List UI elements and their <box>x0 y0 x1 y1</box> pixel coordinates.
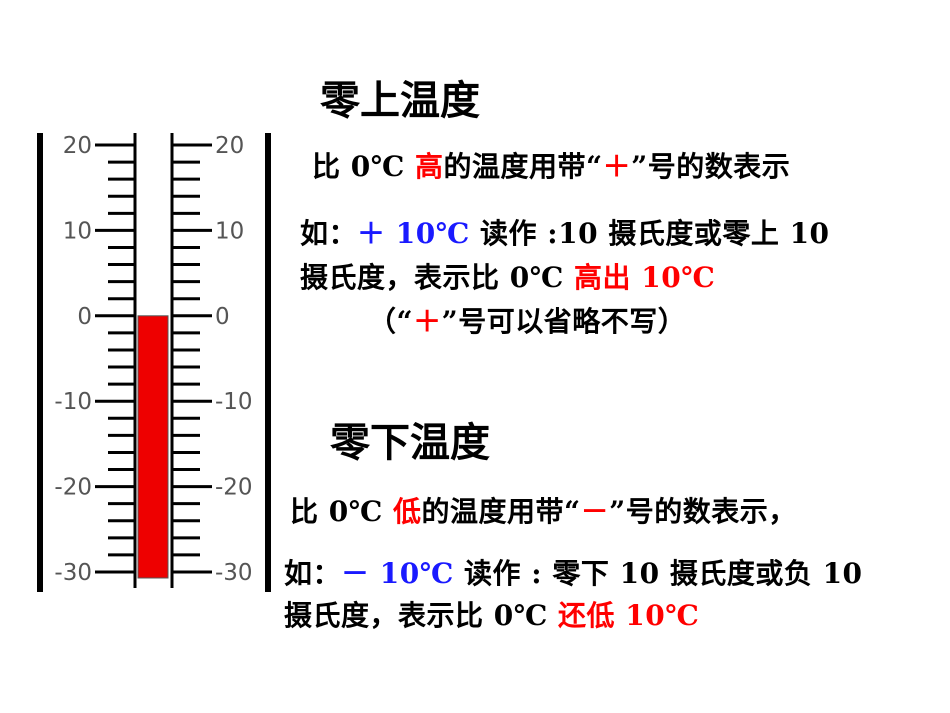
example-reading: 摄氏度，表示比 0℃ <box>300 261 575 294</box>
scale-label-left: 20 <box>63 133 92 159</box>
example-reading: 读作 :10 摄氏度或零上 10 <box>469 217 830 250</box>
example-value: － 10℃ <box>341 557 454 590</box>
rule-text: 的温度用带“ <box>443 150 603 183</box>
thermometer-liquid <box>137 315 169 579</box>
scale-label-left: 0 <box>77 304 92 330</box>
scale-label-right: 20 <box>215 133 244 159</box>
below-zero-example-line-1: 如：－ 10℃ 读作 : 零下 10 摄氏度或负 10 <box>284 552 863 592</box>
rule-text: ”号的数表示 <box>631 150 791 183</box>
note-text: （“ <box>368 305 414 338</box>
scale-label-left: -10 <box>54 389 92 415</box>
example-prefix: 如： <box>284 557 342 590</box>
scale-label-right: -10 <box>215 389 253 415</box>
thermometer: 20 20 10 10 0 0 -10 -10 -20 -20 -30 -30 <box>0 0 290 713</box>
example-highlight: 还低 10℃ <box>558 599 700 632</box>
scale-label-left: 10 <box>63 218 92 244</box>
plus-sign: ＋ <box>602 150 632 183</box>
below-zero-rule: 比 0℃ 低的温度用带“－”号的数表示， <box>290 490 797 530</box>
minus-sign: － <box>580 495 610 528</box>
scale-label-right: -20 <box>215 475 253 501</box>
example-reading: 摄氏度，表示比 0℃ <box>284 599 559 632</box>
plus-sign: ＋ <box>413 305 442 338</box>
example-reading: 读作 : 零下 10 摄氏度或负 10 <box>453 557 863 590</box>
scale-label-left: -30 <box>54 560 92 586</box>
above-zero-rule: 比 0℃ 高的温度用带“＋”号的数表示 <box>312 145 790 185</box>
scale-label-right: 10 <box>215 218 244 244</box>
rule-highlight: 低 <box>393 495 422 528</box>
rule-text: 比 0℃ <box>290 495 394 528</box>
heading-above-zero: 零上温度 <box>320 78 480 124</box>
rule-text: ”号的数表示， <box>609 495 797 528</box>
scale-label-left: -20 <box>54 475 92 501</box>
example-prefix: 如： <box>300 217 358 250</box>
note-text: ”号可以省略不写） <box>441 305 687 338</box>
rule-text: 的温度用带“ <box>421 495 581 528</box>
example-highlight: 高出 10℃ <box>574 261 716 294</box>
scale-label-right: -30 <box>215 560 253 586</box>
below-zero-example-line-2: 摄氏度，表示比 0℃ 还低 10℃ <box>284 594 699 634</box>
rule-highlight: 高 <box>415 150 444 183</box>
example-value: ＋ 10℃ <box>357 217 470 250</box>
above-zero-example-line-2: 摄氏度，表示比 0℃ 高出 10℃ <box>300 256 715 296</box>
scale-label-right: 0 <box>215 304 230 330</box>
rule-text: 比 0℃ <box>312 150 416 183</box>
above-zero-note: （“＋”号可以省略不写） <box>368 300 686 340</box>
above-zero-example-line-1: 如：＋ 10℃ 读作 :10 摄氏度或零上 10 <box>300 212 830 252</box>
heading-below-zero: 零下温度 <box>330 420 490 466</box>
thermometer-graphic: 20 20 10 10 0 0 -10 -10 -20 -20 -30 -30 <box>37 133 271 592</box>
